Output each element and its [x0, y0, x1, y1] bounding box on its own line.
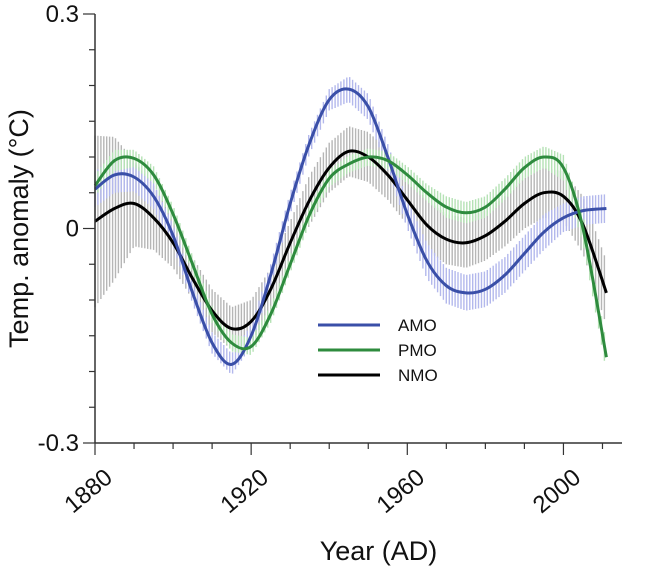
series-lines [93, 87, 608, 366]
x-tick-label: 1920 [216, 464, 274, 519]
y-tick-label: -0.3 [38, 430, 79, 457]
legend-label-amo: AMO [398, 316, 437, 335]
uncertainty-bands [94, 77, 606, 374]
y-axis-title: Temp. anomaly (°C) [4, 109, 34, 348]
legend-label-nmo: NMO [398, 366, 438, 385]
x-tick-label: 1960 [372, 464, 430, 519]
tick-labels: -0.3 0 0.3 1880 1920 1960 2000 [38, 1, 586, 519]
x-axis-title: Year (AD) [320, 536, 438, 566]
y-tick-label: 0.3 [46, 1, 79, 28]
axes [83, 13, 622, 455]
legend-label-pmo: PMO [398, 341, 437, 360]
line-amo [94, 87, 607, 366]
x-tick-label: 2000 [528, 464, 586, 519]
y-tick-label: 0 [66, 216, 79, 243]
line-nmo [94, 149, 608, 331]
line-pmo [93, 155, 608, 358]
legend: AMO PMO NMO [318, 316, 438, 385]
x-tick-label: 1880 [59, 464, 117, 519]
